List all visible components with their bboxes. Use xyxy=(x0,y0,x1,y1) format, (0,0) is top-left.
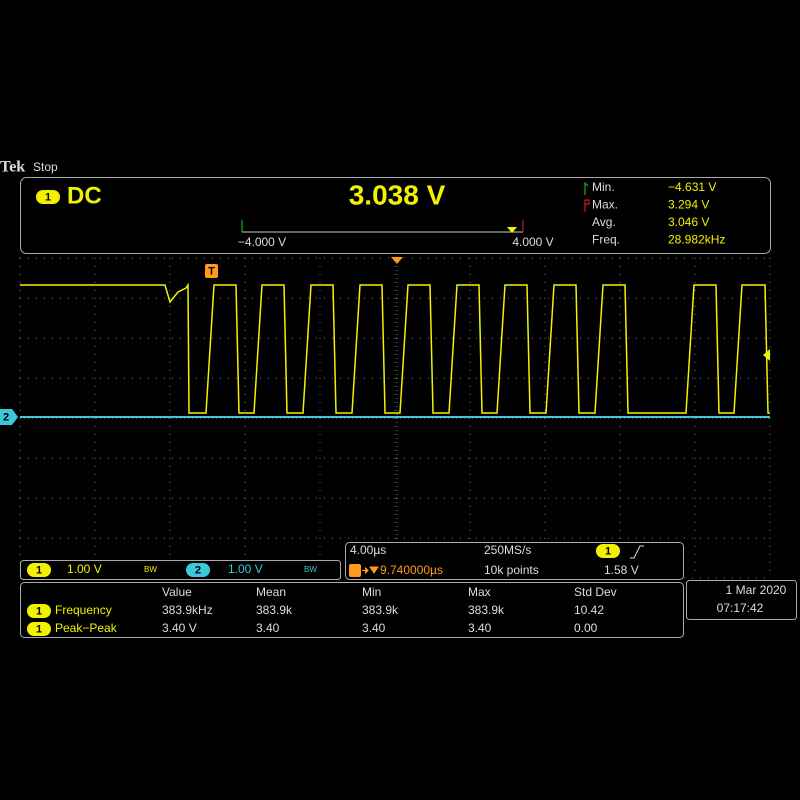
horizontal-position: 9.740000µs xyxy=(380,563,443,577)
channel-number: 1 xyxy=(45,191,51,203)
delay-icon xyxy=(362,566,379,574)
row-value: 383.9k xyxy=(468,603,505,617)
stat-value: 28.982kHz xyxy=(668,233,725,247)
ruler-max: 4.000 V xyxy=(512,235,553,249)
row-channel: 1 xyxy=(36,605,42,617)
measurement-panel xyxy=(20,582,684,638)
readout-value: 3.038 V xyxy=(349,179,446,210)
row-name: Frequency xyxy=(55,603,112,617)
row-channel: 1 xyxy=(36,623,42,635)
ch2-bw: BW xyxy=(304,565,317,574)
time: 07:17:42 xyxy=(717,601,764,615)
row-value: 383.9k xyxy=(256,603,293,617)
ch1-trace xyxy=(20,282,770,414)
record-length: 10k points xyxy=(484,563,539,577)
ch2-scale: 1.00 V xyxy=(228,562,263,576)
ch1-number: 1 xyxy=(36,564,42,576)
avg-marker xyxy=(507,227,517,233)
row-badge xyxy=(27,622,51,636)
stat-value: −4.631 V xyxy=(668,180,716,194)
min-icon xyxy=(584,181,589,195)
row-value: 383.9k xyxy=(362,603,399,617)
horizontal-scale: 4.00µs xyxy=(350,543,386,557)
date: 1 Mar 2020 xyxy=(726,583,787,597)
stat-label: Min. xyxy=(592,180,615,194)
readout-panel xyxy=(20,177,771,254)
acq-state: Stop xyxy=(33,160,58,174)
column-header: Mean xyxy=(256,585,286,599)
ch2-marker xyxy=(0,409,18,425)
column-header: Std Dev xyxy=(574,585,617,599)
column-header: Value xyxy=(162,585,192,599)
stats: Min. −4.631 V Max. 3.294 V Avg. 3.046 V Freq. 2… xyxy=(584,180,725,247)
trigger-marker xyxy=(205,264,218,278)
row-name: Peak−Peak xyxy=(55,621,118,635)
ch1-scale: 1.00 V xyxy=(67,562,102,576)
channel-panel xyxy=(20,560,341,580)
trigger-marker-label: T xyxy=(208,265,215,277)
trigger-source-badge xyxy=(596,544,620,558)
row-value: 0.00 xyxy=(574,621,598,635)
brand: Tek xyxy=(0,159,25,176)
ch2-marker-label: 2 xyxy=(3,411,9,423)
row-value: 3.40 V xyxy=(162,621,197,635)
datetime-panel xyxy=(686,580,797,620)
position-marker xyxy=(391,257,403,264)
row-value: 3.40 xyxy=(468,621,492,635)
row-value: 3.40 xyxy=(362,621,386,635)
column-header: Min xyxy=(362,585,381,599)
row-value: 383.9kHz xyxy=(162,603,213,617)
trigger-source: 1 xyxy=(605,545,611,557)
ch2-badge xyxy=(186,563,210,577)
row-badge xyxy=(27,604,51,618)
stat-value: 3.046 V xyxy=(668,215,709,229)
row-value: 3.40 xyxy=(256,621,280,635)
max-icon xyxy=(584,199,590,212)
ch2-number: 2 xyxy=(195,564,201,576)
stat-label: Avg. xyxy=(592,215,616,229)
stat-value: 3.294 V xyxy=(668,198,709,212)
slope-icon xyxy=(630,545,644,559)
channel-badge xyxy=(36,190,60,204)
stat-label: Freq. xyxy=(592,233,620,247)
ch1-badge xyxy=(27,563,51,577)
measurement-table: Value Mean Min Max Std Dev 1 Frequency 383.9kHz… xyxy=(27,585,617,636)
row-value: 10.42 xyxy=(574,603,604,617)
ruler-min: −4.000 V xyxy=(238,235,286,249)
stat-label: Max. xyxy=(592,198,618,212)
sample-rate: 250MS/s xyxy=(484,543,531,557)
trigger-level-marker xyxy=(763,349,770,361)
trigger-level: 1.58 V xyxy=(604,563,639,577)
column-header: Max xyxy=(468,585,491,599)
coupling: DC xyxy=(67,182,102,209)
ch1-bw: BW xyxy=(144,565,157,574)
trigger-icon xyxy=(349,564,361,577)
